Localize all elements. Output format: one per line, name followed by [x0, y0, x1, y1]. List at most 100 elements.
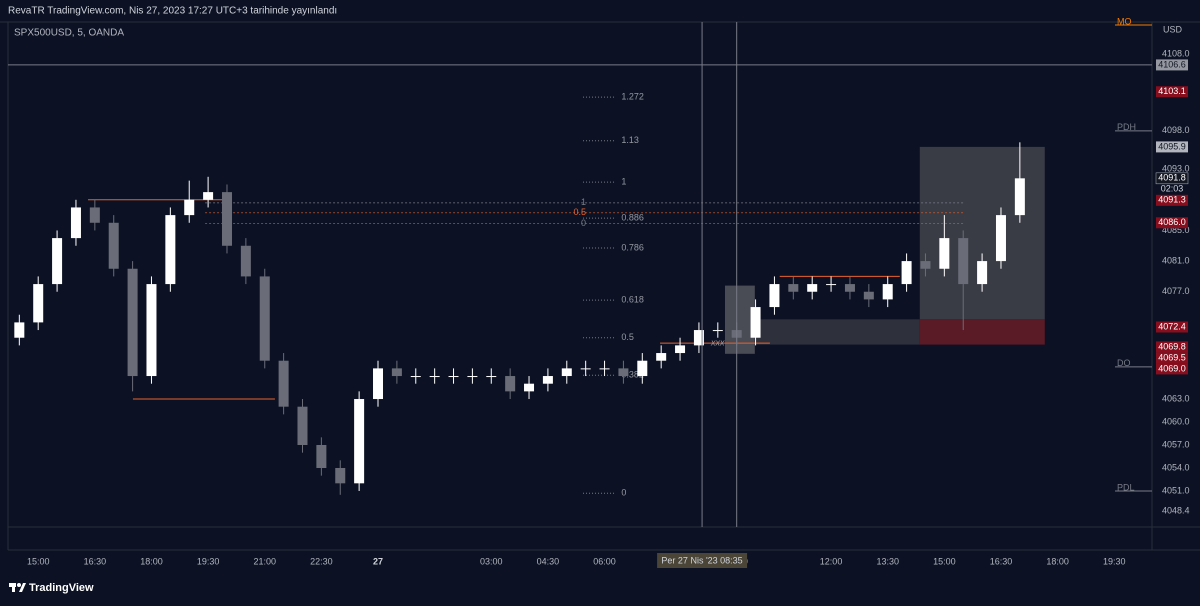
candle-body — [221, 192, 232, 246]
candle-body — [901, 261, 912, 285]
price-badge — [1156, 141, 1188, 153]
candle-body — [977, 261, 988, 285]
x-tick-label: 18:00 — [140, 556, 163, 566]
y-tick-label: 4060.0 — [1162, 416, 1190, 426]
fib-label: 1 — [621, 177, 626, 187]
candle-body — [89, 207, 100, 223]
x-tick-label: 16:30 — [84, 556, 107, 566]
candle-body — [826, 284, 837, 286]
candle-body — [184, 199, 195, 216]
price-badge — [1156, 352, 1188, 364]
x-tick-label: 19:30 — [197, 556, 220, 566]
x-tick-label: 22:30 — [310, 556, 333, 566]
candle-body — [448, 376, 459, 378]
candle-body — [52, 238, 63, 285]
price-badge-label: 4072.4 — [1158, 321, 1186, 331]
price-badge — [1156, 217, 1188, 229]
price-badge-label: 4091.3 — [1158, 195, 1186, 205]
candle-body — [958, 238, 969, 285]
annotation: xxx — [710, 337, 725, 347]
zone — [919, 146, 1045, 320]
candle-body — [373, 368, 384, 400]
candle-body — [920, 261, 931, 269]
price-badge-label: 4095.9 — [1158, 141, 1186, 151]
y-tick-label: 4077.0 — [1162, 286, 1190, 296]
crosshair-x-label: Per 27 Nis '23 08:35 — [661, 555, 742, 565]
x-tick-label: 15:00 — [933, 556, 956, 566]
candle-body — [599, 368, 610, 370]
y-tick-label: 4093.0 — [1162, 164, 1190, 174]
candle-body — [354, 399, 365, 484]
x-tick-label: 18:00 — [1046, 556, 1069, 566]
candle-body — [882, 284, 893, 300]
fib-label: 1.272 — [621, 91, 644, 101]
y-tick-label: 4051.0 — [1162, 485, 1190, 495]
price-badge-label: 4069.0 — [1158, 363, 1186, 373]
candle-body — [14, 322, 25, 338]
fib-label: 0.618 — [621, 295, 644, 305]
candle-body — [335, 467, 346, 484]
currency: USD — [1163, 24, 1183, 34]
candle-body — [712, 330, 723, 332]
price-badge-label: 4086.0 — [1158, 217, 1186, 227]
price-badge-label: 4091.8 — [1158, 173, 1186, 183]
candle-body — [505, 376, 516, 392]
candle-body — [939, 238, 950, 269]
candle-body — [618, 368, 629, 377]
price-badge — [1156, 341, 1188, 353]
candle-body — [429, 376, 440, 378]
candle-body — [486, 376, 497, 378]
fib-label: 0.5 — [573, 207, 586, 217]
x-tick-label: 04:30 — [537, 556, 560, 566]
candle-body — [146, 284, 157, 377]
candle-body — [467, 376, 478, 378]
level-marker-label: DO — [1117, 358, 1131, 368]
candle-body — [637, 360, 648, 377]
candle-body — [693, 330, 704, 346]
candle-body — [410, 376, 421, 378]
candle-body — [127, 268, 138, 377]
price-badge — [1156, 86, 1188, 98]
candle-body — [788, 284, 799, 292]
zone — [919, 319, 1045, 345]
y-tick-label: 4085.0 — [1162, 225, 1190, 235]
fib-label: 0 — [621, 488, 626, 498]
price-badge-label: 4069.8 — [1158, 341, 1186, 351]
price-badge-label: 4069.5 — [1158, 352, 1186, 362]
countdown: 02:03 — [1161, 184, 1184, 194]
level-marker-label: PDH — [1117, 122, 1136, 132]
candle-body — [278, 360, 289, 407]
y-tick-label: 4081.0 — [1162, 255, 1190, 265]
fib-label: 0 — [581, 218, 586, 228]
y-tick-label: 4048.4 — [1162, 505, 1190, 515]
candle-body — [675, 345, 686, 354]
candle-body — [807, 284, 818, 292]
candle-body — [750, 307, 761, 338]
x-tick-label: 03:00 — [480, 556, 503, 566]
candle-body — [580, 368, 591, 370]
candle-body — [769, 284, 780, 308]
fib-label: 1.13 — [621, 135, 639, 145]
candle-body — [108, 222, 119, 269]
footer: TradingView — [9, 582, 94, 594]
y-tick-label: 4057.0 — [1162, 439, 1190, 449]
zone — [754, 319, 920, 345]
candle-body — [203, 192, 214, 200]
x-tick-label: 19:30 — [1103, 556, 1126, 566]
crosshair-x-badge — [657, 553, 748, 568]
candle-body — [33, 284, 44, 323]
y-tick-label: 4054.0 — [1162, 462, 1190, 472]
x-tick-label: 16:30 — [990, 556, 1013, 566]
price-badge — [1155, 172, 1189, 185]
price-badge — [1156, 194, 1188, 206]
y-tick-label: 4098.0 — [1162, 125, 1190, 135]
symbol: SPX500USD, 5, OANDA — [14, 28, 124, 39]
candle-body — [542, 376, 553, 384]
header-bar — [0, 0, 1200, 22]
candle-body — [995, 215, 1006, 262]
fib-label: 0.5 — [621, 332, 634, 342]
fib-label: 1 — [581, 197, 586, 207]
y-tick-label: 4108.0 — [1162, 49, 1190, 59]
